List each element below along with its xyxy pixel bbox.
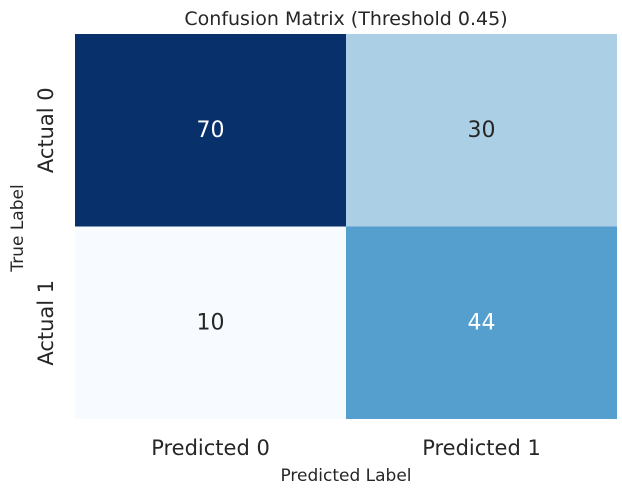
y-tick-label-1: Actual 1: [34, 280, 58, 366]
heatmap-cells: 70 30 10 44: [75, 34, 617, 419]
y-tick-labels: Actual 0 Actual 1: [34, 87, 58, 365]
x-tick-label-0: Predicted 0: [151, 436, 270, 460]
cell-value-label-r1-c1: 44: [468, 310, 496, 335]
y-tick-label-0: Actual 0: [34, 87, 58, 173]
cell-value-label-r0-c0: 70: [197, 118, 225, 143]
heatmap-cell-r1-c0: [75, 226, 346, 419]
cell-value-label-r0-c1: 30: [468, 118, 496, 143]
x-axis-label: Predicted Label: [280, 466, 411, 486]
heatmap-cell-r0-c0: [75, 34, 346, 227]
y-axis-label: True Label: [8, 184, 28, 272]
x-tick-labels: Predicted 0 Predicted 1: [151, 436, 541, 460]
cell-value-label-r1-c0: 10: [197, 310, 225, 335]
heatmap-cell-r1-c1: [346, 226, 617, 419]
x-tick-label-1: Predicted 1: [422, 436, 541, 460]
chart-title: Confusion Matrix (Threshold 0.45): [184, 8, 507, 30]
heatmap-cell-r0-c1: [346, 34, 617, 227]
